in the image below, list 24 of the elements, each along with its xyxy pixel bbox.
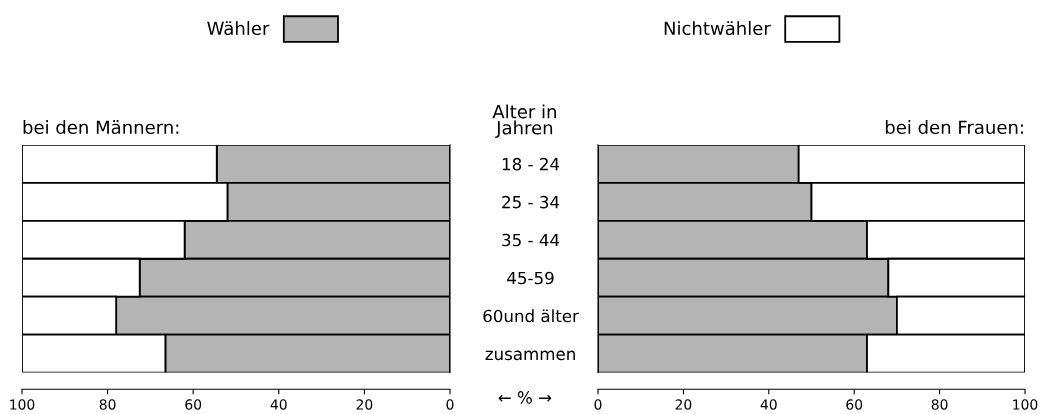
x-tick-label: 60	[846, 399, 863, 410]
x-tick-label: 60	[185, 399, 202, 410]
chart-title: bei den Männern:	[23, 120, 179, 135]
x-axis-title: ← % →	[498, 391, 552, 404]
x-tick-label: 40	[270, 399, 287, 410]
x-tick-label: 80	[931, 399, 948, 410]
x-tick-label: 100	[1013, 399, 1038, 410]
y-tick-label: zusammen	[485, 350, 575, 361]
y-tick-label: 18 - 24	[502, 157, 560, 171]
y-tick-label: 25 - 34	[502, 195, 560, 209]
y-tick-label: 35 - 44	[502, 233, 560, 247]
y-axis-title: Alter in Jahren	[492, 104, 556, 138]
x-tick-label: 100	[10, 399, 35, 410]
y-tick-label: 60und älter	[483, 309, 579, 323]
x-tick-label: 40	[760, 399, 777, 410]
x-tick-label: 80	[99, 399, 116, 410]
chart-title: bei den Frauen:	[885, 120, 1023, 135]
y-tick-label: 45-59	[507, 271, 554, 285]
legend-label: Wähler	[207, 21, 270, 36]
x-tick-label: 20	[675, 399, 692, 410]
legend-label: Nichtwähler	[664, 21, 771, 36]
x-tick-label: 0	[446, 399, 454, 410]
x-tick-label: 20	[356, 399, 373, 410]
x-tick-label: 0	[594, 399, 602, 410]
